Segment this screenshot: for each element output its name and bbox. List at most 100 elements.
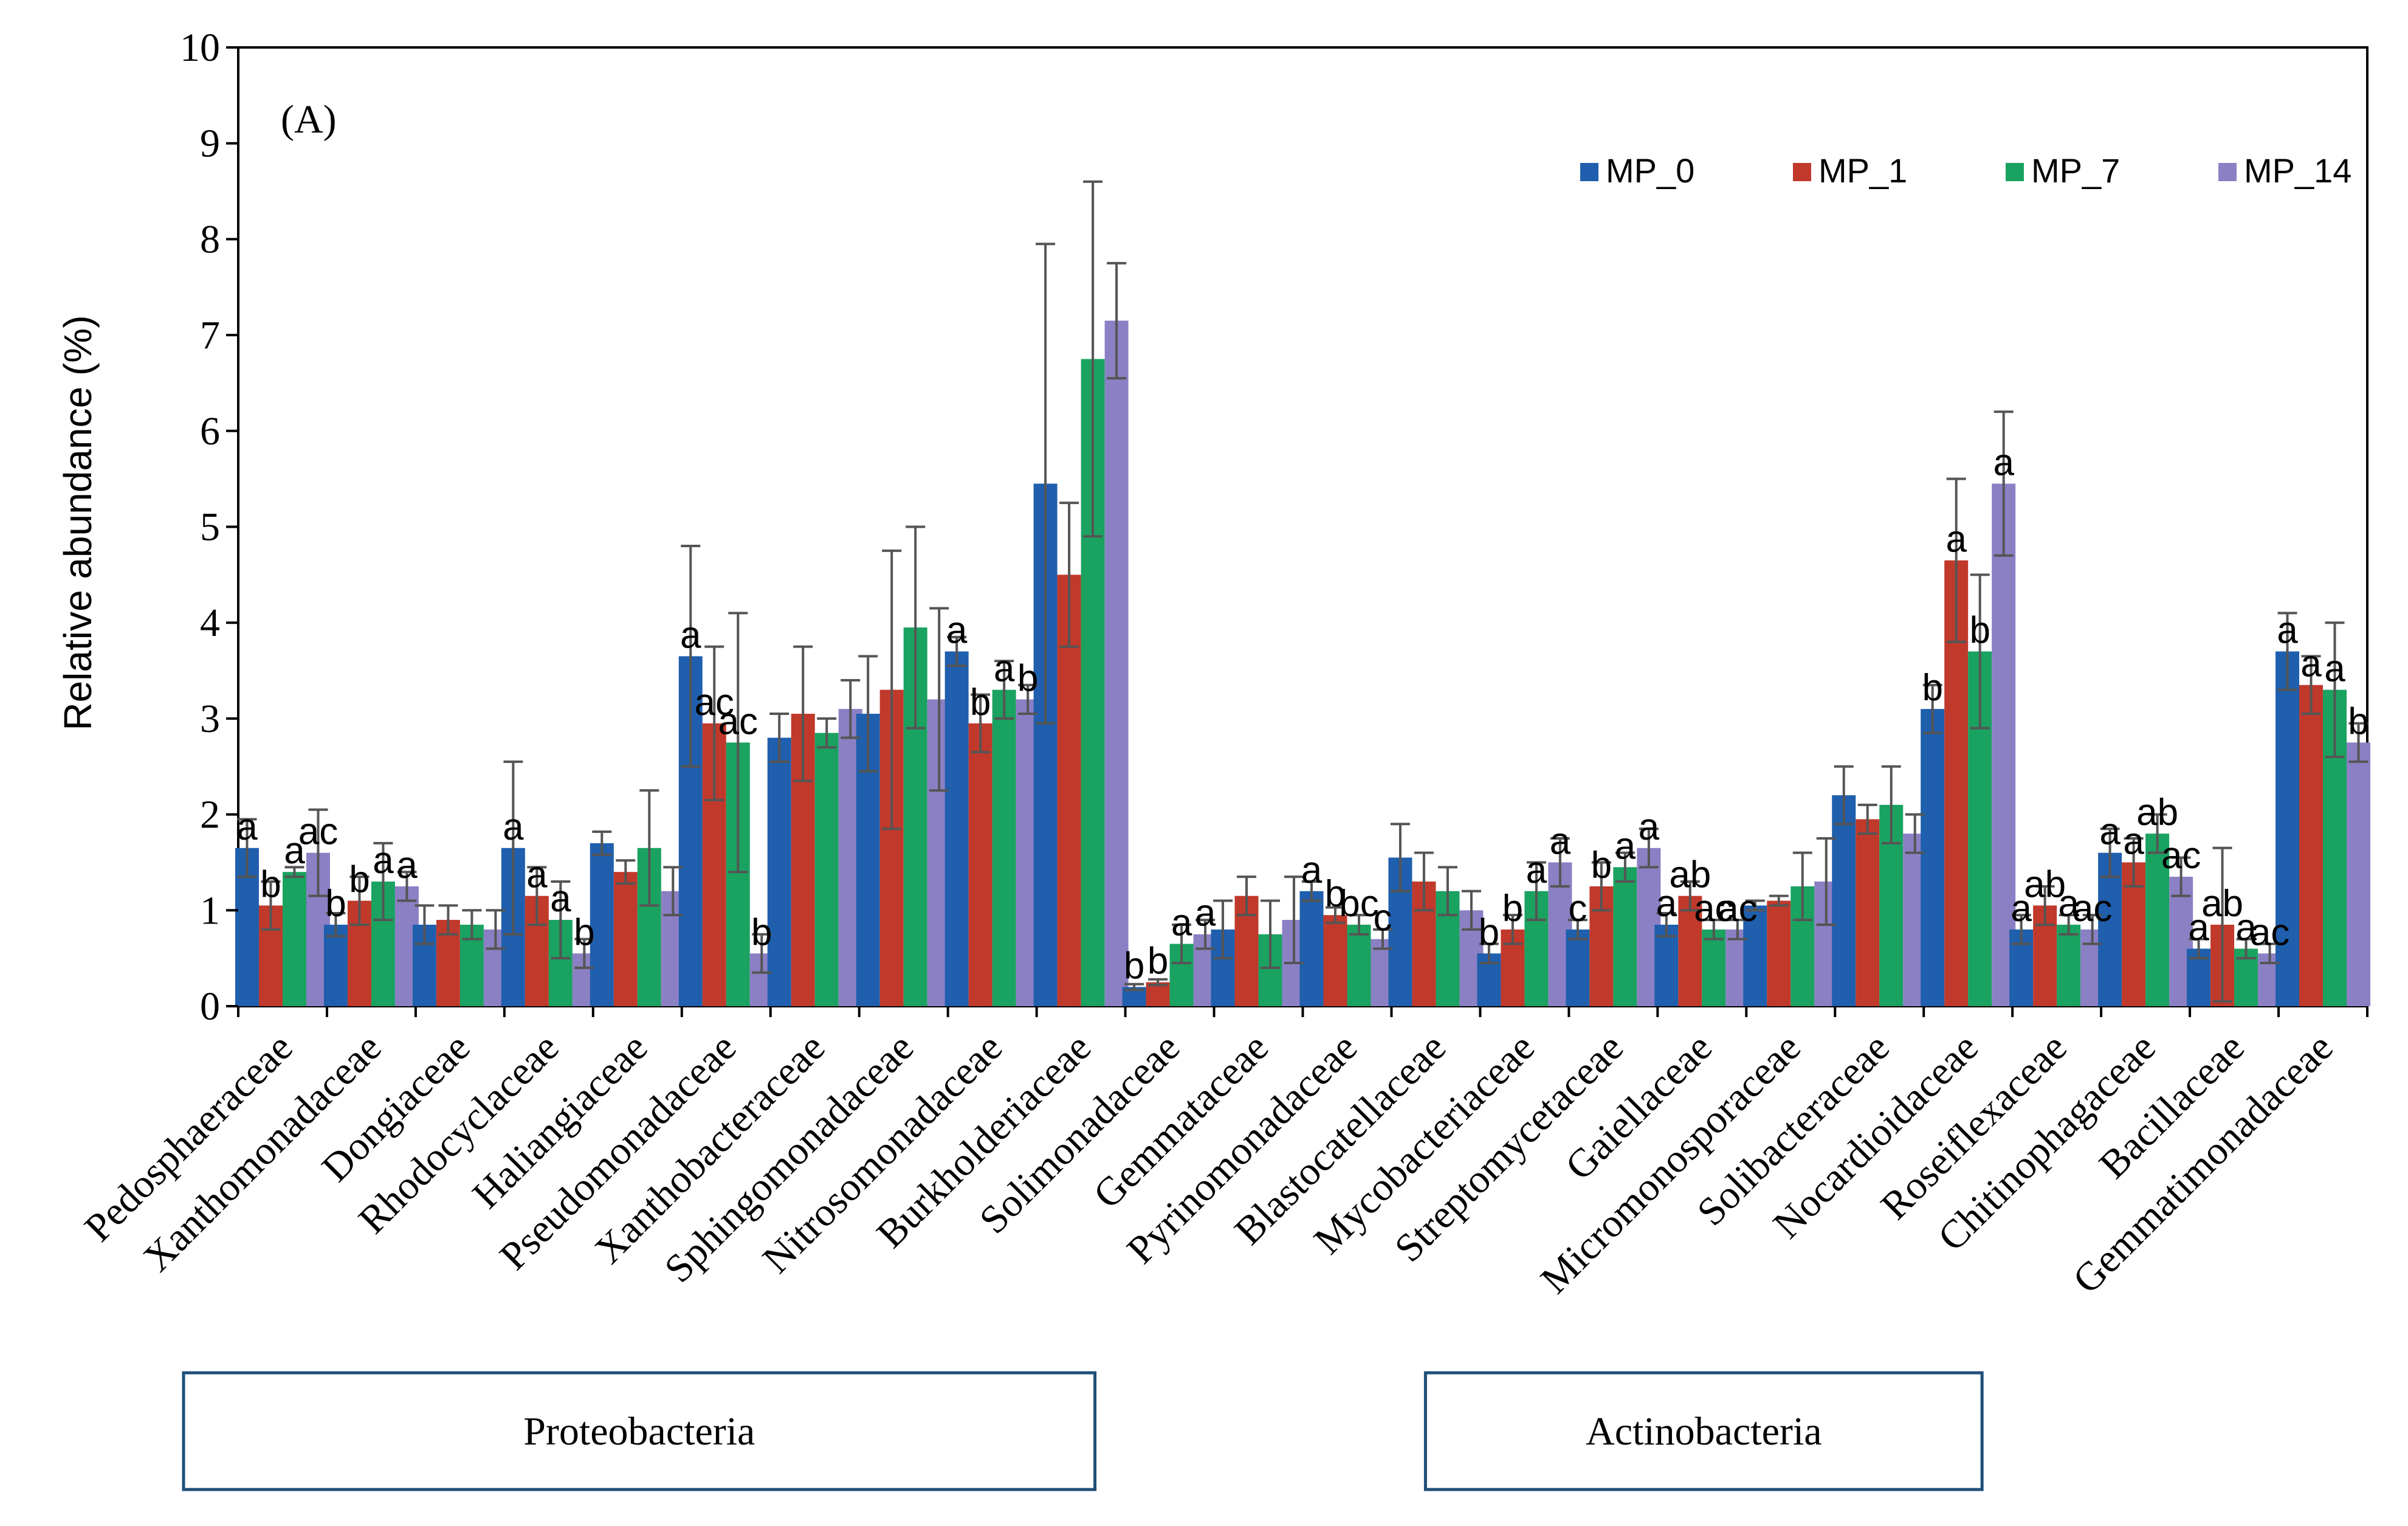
significance-label: a [946, 610, 968, 652]
panel-label: (A) [281, 97, 337, 142]
significance-label: a [1615, 825, 1636, 867]
significance-label: b [1325, 873, 1346, 915]
significance-label: a [1171, 902, 1192, 944]
significance-label: a [373, 840, 394, 882]
axes: 012345678910PedosphaeraceaeXanthomonadac… [76, 26, 2368, 1302]
error-bars [237, 180, 2368, 1003]
significance-label: a [2099, 811, 2121, 853]
bar [968, 723, 992, 1006]
significance-label: b [2348, 700, 2368, 742]
significance-label: b [1922, 667, 1942, 709]
significance-label: a [2235, 906, 2257, 948]
significance-label: ab [2024, 863, 2066, 905]
bar [1921, 709, 1945, 1006]
legend-label: MP_7 [2031, 151, 2120, 190]
significance-label: b [349, 859, 370, 901]
bar [1856, 819, 1880, 1006]
legend-label: MP_0 [1606, 151, 1694, 190]
significance-label: b [574, 911, 594, 953]
y-tick-label: 1 [200, 888, 220, 933]
significance-label: a [2324, 648, 2345, 690]
y-tick-label: 3 [200, 697, 220, 741]
bar [992, 689, 1016, 1006]
bar [1323, 915, 1347, 1006]
bar [2347, 742, 2371, 1006]
significance-label: a [2277, 610, 2298, 652]
bar [944, 651, 969, 1006]
significance-label: a [1195, 892, 1216, 934]
significance-label: b [1479, 911, 1499, 953]
bar [590, 843, 614, 1006]
significance-label: b [1124, 945, 1144, 987]
y-axis-title: Relative abundance (%) [56, 315, 100, 730]
significance-label: b [1591, 844, 1612, 886]
significance-label: a [2300, 643, 2322, 685]
bar [2057, 924, 2081, 1006]
bar [1299, 891, 1324, 1006]
significance-label: a [284, 830, 305, 872]
bar [1613, 867, 1637, 1006]
significance-label: b [1017, 657, 1038, 699]
significance-label: ab [1669, 854, 1711, 896]
significance-label: ac [2161, 835, 2201, 877]
significance-label: a [680, 614, 701, 656]
significance-label: a [1945, 519, 1967, 561]
significance-label: b [1969, 610, 1990, 652]
significance-label: ac [1694, 888, 1733, 930]
bar [1832, 795, 1856, 1006]
bar [613, 872, 638, 1006]
legend-swatch [1580, 163, 1598, 181]
y-tick-label: 6 [200, 409, 220, 454]
significance-label: ab [2201, 883, 2243, 925]
bar [2299, 685, 2324, 1006]
y-tick-label: 10 [180, 26, 220, 70]
bar [1104, 320, 1129, 1006]
phylum-box [1423, 1371, 1984, 1491]
bar [2098, 852, 2122, 1006]
legend: MP_0 MP_1 MP_7 MP_14 [1580, 151, 2351, 190]
y-tick-label: 9 [200, 122, 220, 166]
significance-label: ac [718, 700, 758, 742]
phylum-label: Proteobacteria [523, 1409, 755, 1454]
bar [1654, 924, 1679, 1006]
significance-label: a [1301, 849, 1323, 891]
bar [1767, 900, 1791, 1006]
y-tick-label: 4 [200, 601, 220, 645]
legend-swatch [2006, 163, 2024, 181]
significance-label: a [1550, 820, 1571, 862]
bars [235, 320, 2371, 1006]
bar [1702, 929, 1726, 1006]
significance-label: a [994, 648, 1015, 690]
significance-label: ac [2250, 911, 2289, 953]
bar [1566, 929, 1590, 1006]
significance-label: c [1568, 888, 1587, 930]
phylum-box [182, 1371, 1097, 1491]
significance-label: a [1639, 806, 1660, 848]
bar [282, 872, 306, 1006]
y-tick-label: 5 [200, 505, 220, 550]
bar [323, 924, 348, 1006]
significance-label: b [1147, 941, 1168, 982]
bar [1678, 896, 1702, 1006]
significance-label: a [526, 854, 548, 896]
significance-label: ac [298, 811, 338, 853]
significance-label: a [236, 806, 258, 848]
significance-label: a [550, 878, 571, 920]
significance-label: ac [2073, 888, 2112, 930]
significance-label: a [1656, 883, 1677, 925]
phylum-groups: Proteobacteria Actinobacteria [182, 1371, 1984, 1491]
significance-label: bc [1339, 883, 1378, 925]
significance-label: b [970, 682, 991, 723]
significance-label: a [2188, 906, 2209, 948]
significance-label: c [1373, 897, 1392, 939]
bar [767, 737, 791, 1006]
significance-label: b [751, 911, 772, 953]
significance-label: a [503, 806, 524, 848]
significance-label: b [1502, 888, 1523, 930]
phylum-label: Actinobacteria [1586, 1409, 1821, 1454]
significance-label: b [325, 883, 346, 925]
bar [814, 733, 839, 1006]
significance-label: a [1526, 849, 1547, 891]
significance-label: a [2058, 883, 2079, 925]
